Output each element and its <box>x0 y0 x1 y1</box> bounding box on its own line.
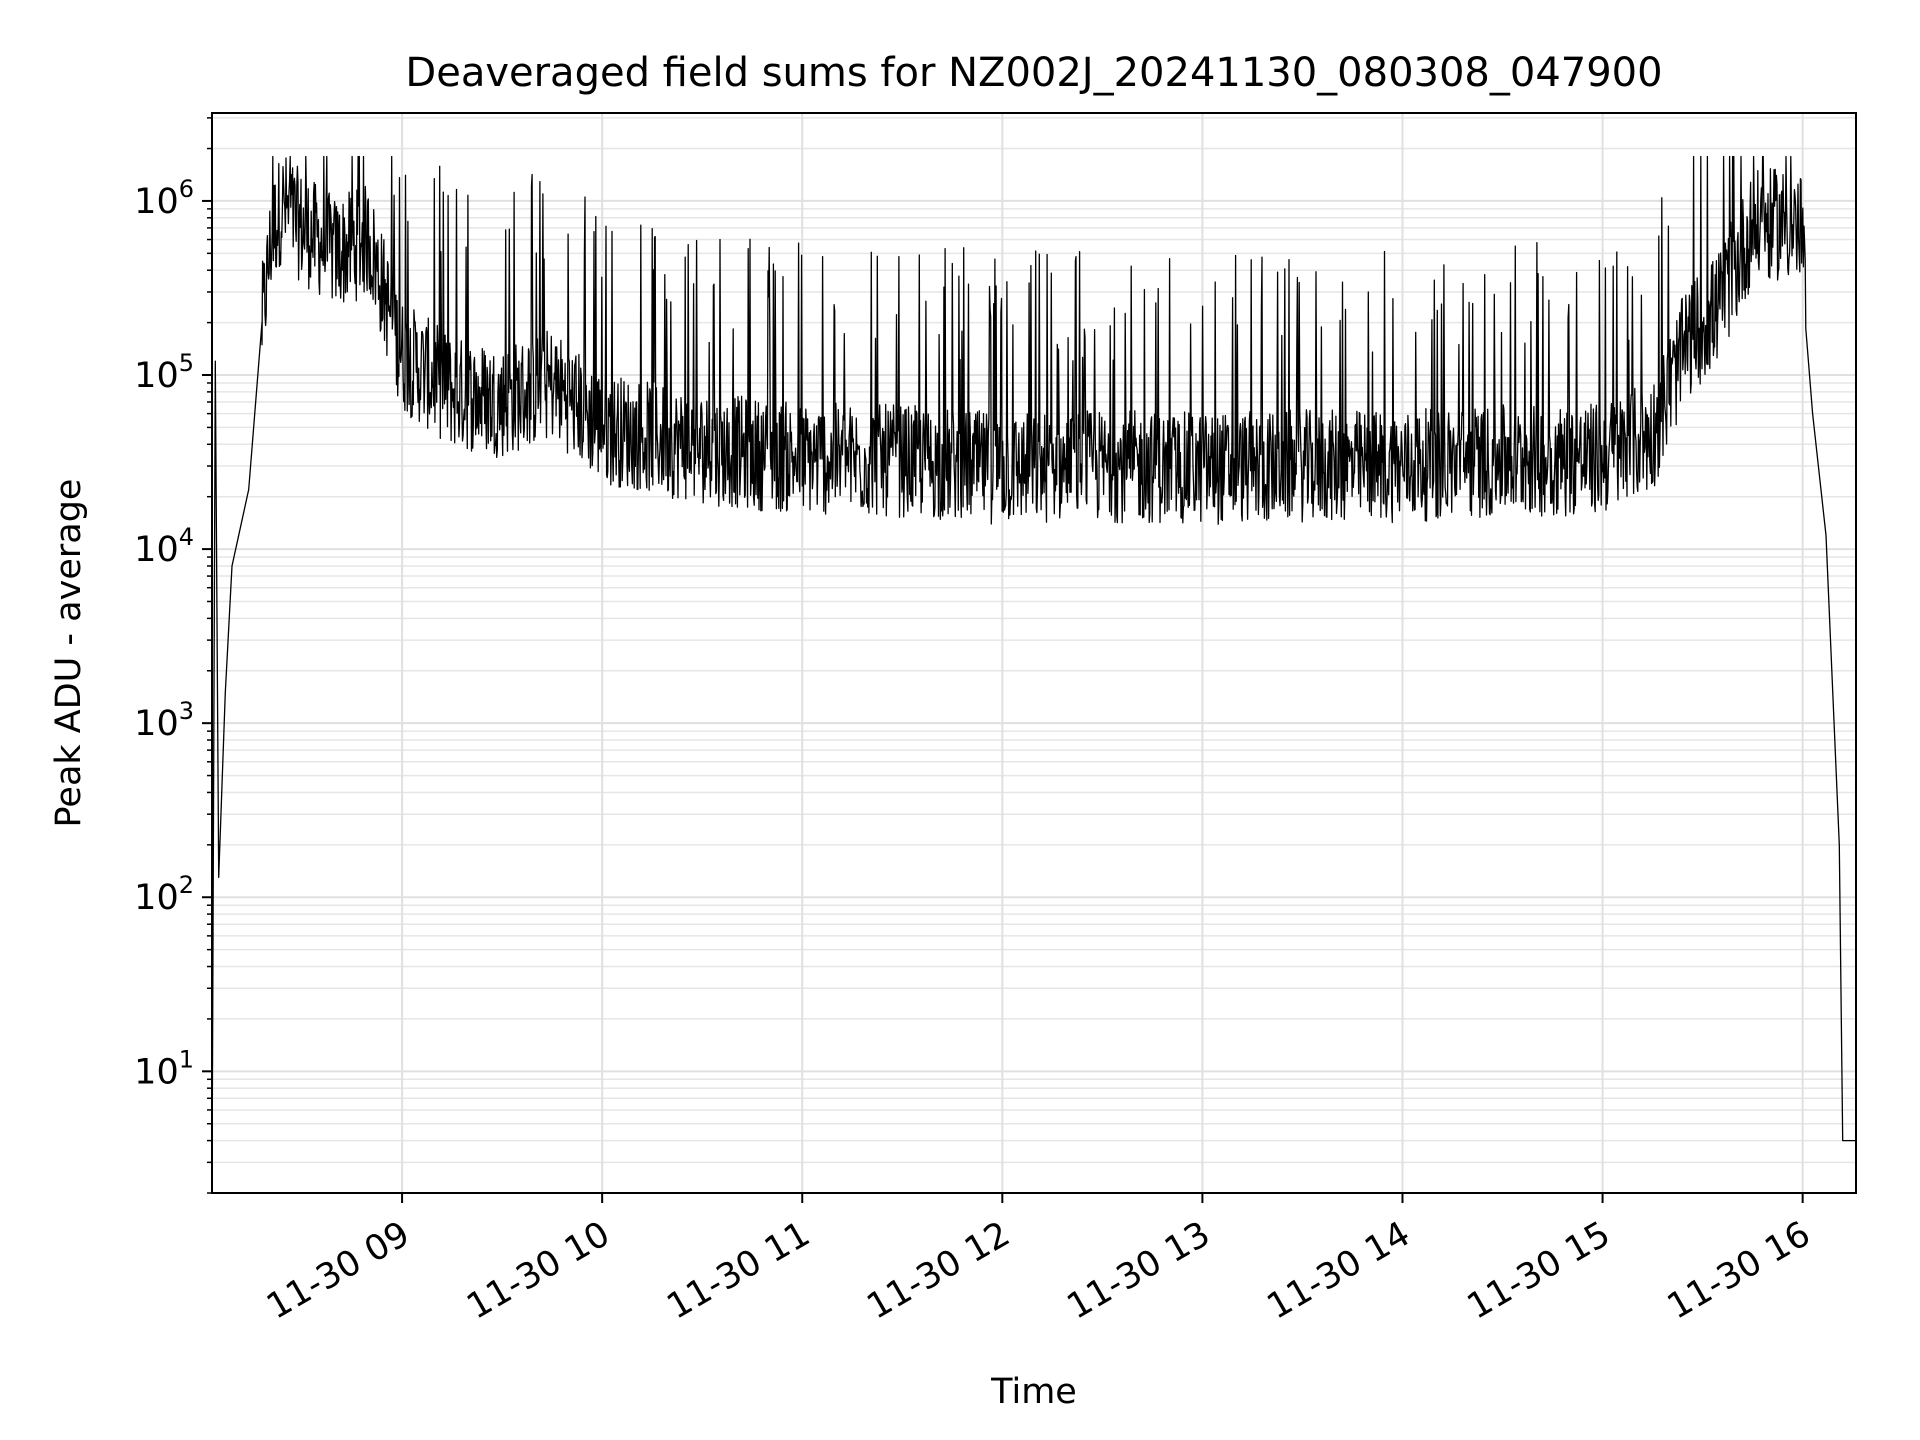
y-tick-label: 104 <box>134 523 194 570</box>
y-tick-label: 103 <box>134 697 194 744</box>
y-tick-label: 101 <box>134 1045 194 1092</box>
y-tick-label: 106 <box>134 175 194 222</box>
chart-title: Deaveraged field sums for NZ002J_2024113… <box>405 50 1662 96</box>
y-tick-label: 102 <box>134 871 194 918</box>
series-line <box>211 155 1856 1194</box>
series-layer <box>211 155 1856 1194</box>
y-axis-label: Peak ADU - average <box>49 479 89 828</box>
x-axis-label: Time <box>990 1372 1077 1412</box>
plot-frame <box>211 112 1857 1194</box>
y-tick-label: 105 <box>134 349 194 396</box>
